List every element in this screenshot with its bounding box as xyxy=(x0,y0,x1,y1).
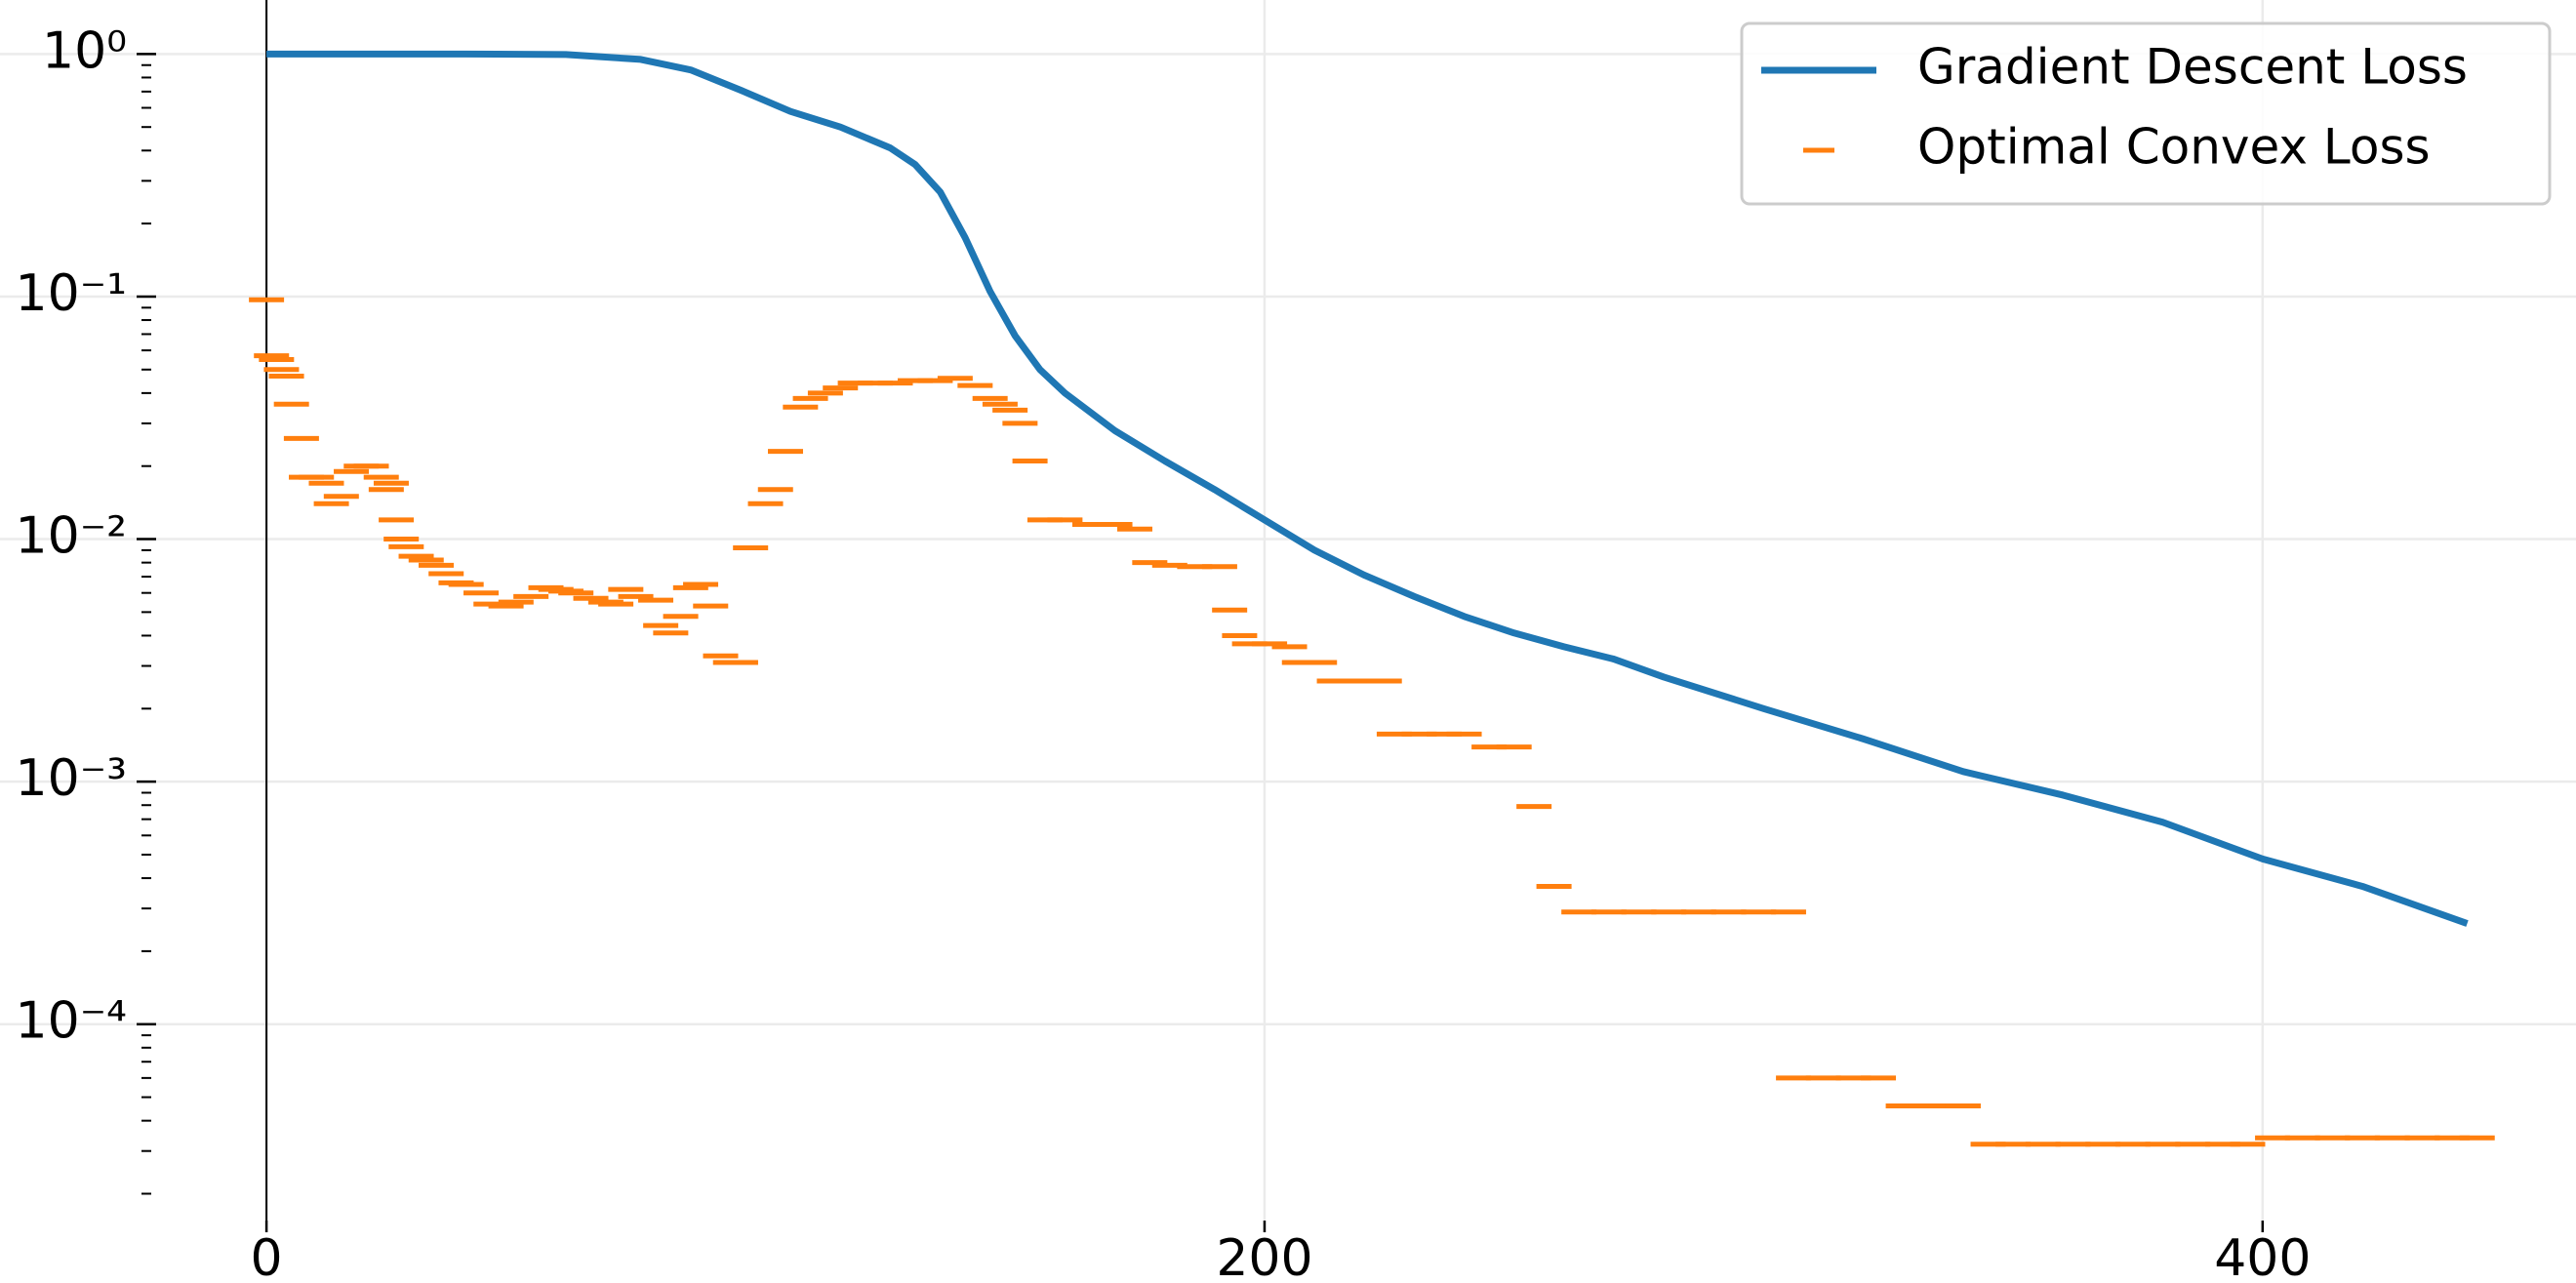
legend-label: Optimal Convex Loss xyxy=(1917,119,2431,176)
x-tick-label: 200 xyxy=(1216,1229,1312,1283)
legend-box xyxy=(1740,21,2552,206)
legend-label: Gradient Descent Loss xyxy=(1917,39,2468,96)
plot-area xyxy=(249,50,2495,1147)
y-tick-label: 10⁻⁴ xyxy=(16,992,127,1051)
x-tick-label: 400 xyxy=(2214,1229,2311,1283)
y-tick-label: 10⁻² xyxy=(16,507,127,566)
y-tick-label: 10⁻³ xyxy=(16,749,127,808)
y-tick-label: 10⁰ xyxy=(42,21,127,80)
y-tick-label: 10⁻¹ xyxy=(16,264,127,323)
loss-line xyxy=(266,50,2469,927)
x-tick-label: 0 xyxy=(251,1229,283,1283)
legend: Gradient Descent Loss Optimal Convex Loss xyxy=(1740,21,2552,206)
